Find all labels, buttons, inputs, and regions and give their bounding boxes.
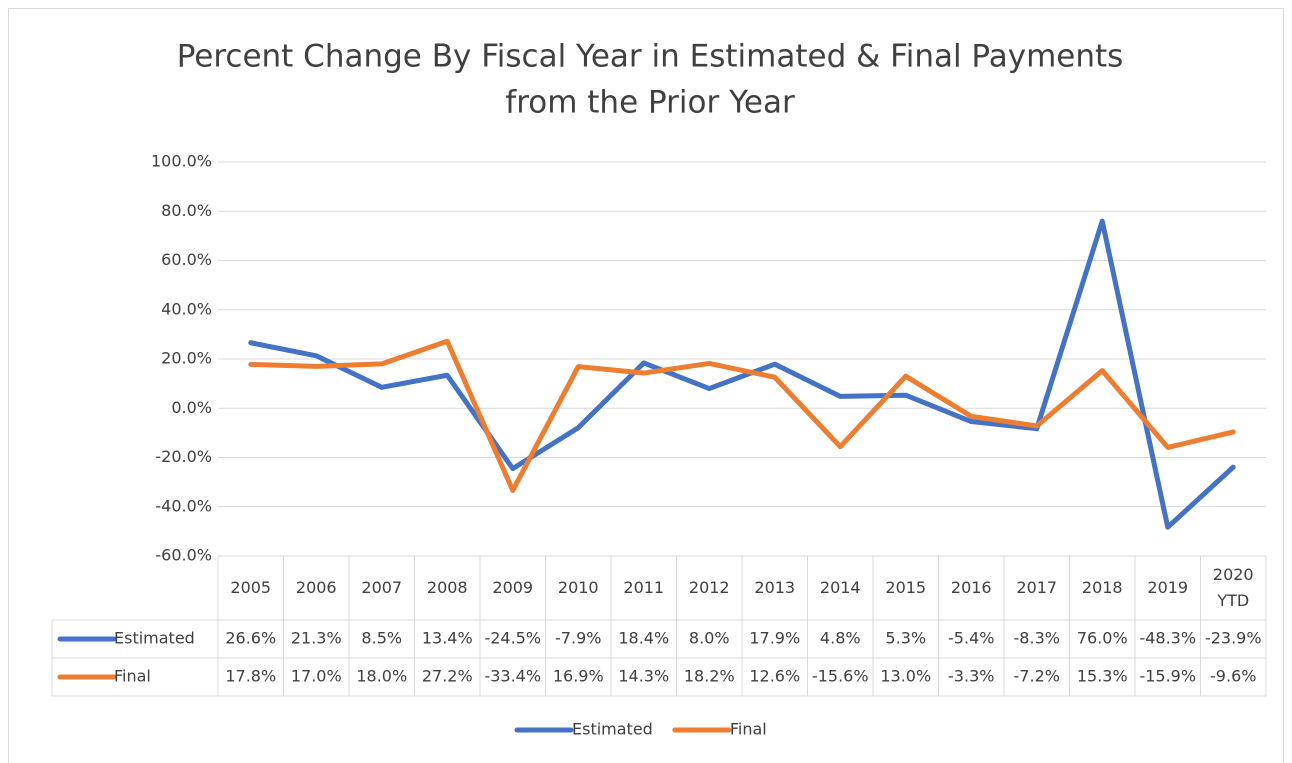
x-tick-label: 2011 bbox=[623, 578, 665, 597]
data-label: -15.6% bbox=[812, 667, 869, 686]
data-label: 4.8% bbox=[820, 629, 861, 648]
category-cell: 2015 bbox=[885, 578, 927, 597]
data-label: 18.4% bbox=[618, 629, 669, 648]
category-cell: 2016 bbox=[950, 578, 992, 597]
data-label: 8.0% bbox=[689, 629, 730, 648]
x-tick-label: 2010 bbox=[557, 578, 599, 597]
data-label: 17.8% bbox=[225, 667, 276, 686]
x-tick-label: 2020 YTD bbox=[1212, 565, 1254, 610]
data-label: 13.0% bbox=[880, 667, 931, 686]
data-label: 8.5% bbox=[361, 629, 402, 648]
data-label: 18.2% bbox=[684, 667, 735, 686]
category-cell: 2019 bbox=[1147, 578, 1189, 597]
category-cell: 2014 bbox=[819, 578, 861, 597]
data-label: -5.4% bbox=[948, 629, 994, 648]
data-label: 12.6% bbox=[749, 667, 800, 686]
x-tick-label: 2009 bbox=[492, 578, 534, 597]
y-tick-label: 20.0% bbox=[161, 349, 212, 368]
category-cell: 2006 bbox=[295, 578, 337, 597]
legend-label: Estimated bbox=[572, 720, 653, 739]
data-label: 13.4% bbox=[422, 629, 473, 648]
y-tick-label: 80.0% bbox=[161, 201, 212, 220]
chart-title: Percent Change By Fiscal Year in Estimat… bbox=[177, 39, 1124, 75]
y-tick-label: 0.0% bbox=[171, 398, 212, 417]
x-tick-label: 2008 bbox=[426, 578, 468, 597]
y-tick-label: -60.0% bbox=[155, 546, 212, 565]
data-label: 16.9% bbox=[553, 667, 604, 686]
category-cell: 2007 bbox=[361, 578, 403, 597]
series-line bbox=[248, 338, 1236, 493]
x-tick-label: 2005 bbox=[230, 578, 272, 597]
data-table bbox=[51, 556, 1267, 697]
data-label: 18.0% bbox=[356, 667, 407, 686]
y-tick-label: 60.0% bbox=[161, 250, 212, 269]
data-label: -9.6% bbox=[1210, 667, 1256, 686]
category-cell: 2008 bbox=[426, 578, 468, 597]
category-cell: 2012 bbox=[688, 578, 730, 597]
data-label: 15.3% bbox=[1077, 667, 1128, 686]
category-cell: 2010 bbox=[557, 578, 599, 597]
data-label: 27.2% bbox=[422, 667, 473, 686]
data-label: -8.3% bbox=[1014, 629, 1060, 648]
x-tick-label: 2017 bbox=[1016, 578, 1058, 597]
y-tick-label: -40.0% bbox=[155, 496, 212, 515]
data-label: 21.3% bbox=[291, 629, 342, 648]
y-tick-label: 40.0% bbox=[161, 299, 212, 318]
data-label: 76.0% bbox=[1077, 629, 1128, 648]
data-label: -7.9% bbox=[555, 629, 601, 648]
x-tick-label: 2019 bbox=[1147, 578, 1189, 597]
x-tick-label: 2015 bbox=[885, 578, 927, 597]
data-label: 26.6% bbox=[225, 629, 276, 648]
series-name: Final bbox=[114, 667, 151, 686]
x-tick-label: 2018 bbox=[1081, 578, 1123, 597]
x-tick-label: 2006 bbox=[295, 578, 337, 597]
data-label: -15.9% bbox=[1139, 667, 1196, 686]
data-label: 5.3% bbox=[885, 629, 926, 648]
category-cell: 2020 YTD bbox=[1212, 565, 1254, 610]
legend-label: Final bbox=[730, 720, 767, 739]
data-label: 14.3% bbox=[618, 667, 669, 686]
y-tick-label: -20.0% bbox=[155, 447, 212, 466]
data-label: -23.9% bbox=[1205, 629, 1262, 648]
data-label: 17.0% bbox=[291, 667, 342, 686]
data-label: -33.4% bbox=[484, 667, 541, 686]
data-label: -24.5% bbox=[484, 629, 541, 648]
data-label: -48.3% bbox=[1139, 629, 1196, 648]
y-tick-label: 100.0% bbox=[151, 152, 212, 171]
category-cell: 2017 bbox=[1016, 578, 1058, 597]
category-cell: 2013 bbox=[754, 578, 796, 597]
data-label: -7.2% bbox=[1014, 667, 1060, 686]
series-name: Estimated bbox=[114, 629, 195, 648]
x-tick-label: 2013 bbox=[754, 578, 796, 597]
category-cell: 2009 bbox=[492, 578, 534, 597]
data-label: -3.3% bbox=[948, 667, 994, 686]
chart-border bbox=[8, 8, 1284, 763]
x-tick-label: 2014 bbox=[819, 578, 861, 597]
x-tick-label: 2012 bbox=[688, 578, 730, 597]
x-tick-label: 2007 bbox=[361, 578, 403, 597]
chart-title: from the Prior Year bbox=[505, 85, 795, 121]
x-tick-label: 2016 bbox=[950, 578, 992, 597]
data-label: 17.9% bbox=[749, 629, 800, 648]
series-line bbox=[248, 218, 1236, 530]
category-cell: 2018 bbox=[1081, 578, 1123, 597]
category-cell: 2011 bbox=[623, 578, 665, 597]
category-cell: 2005 bbox=[230, 578, 272, 597]
